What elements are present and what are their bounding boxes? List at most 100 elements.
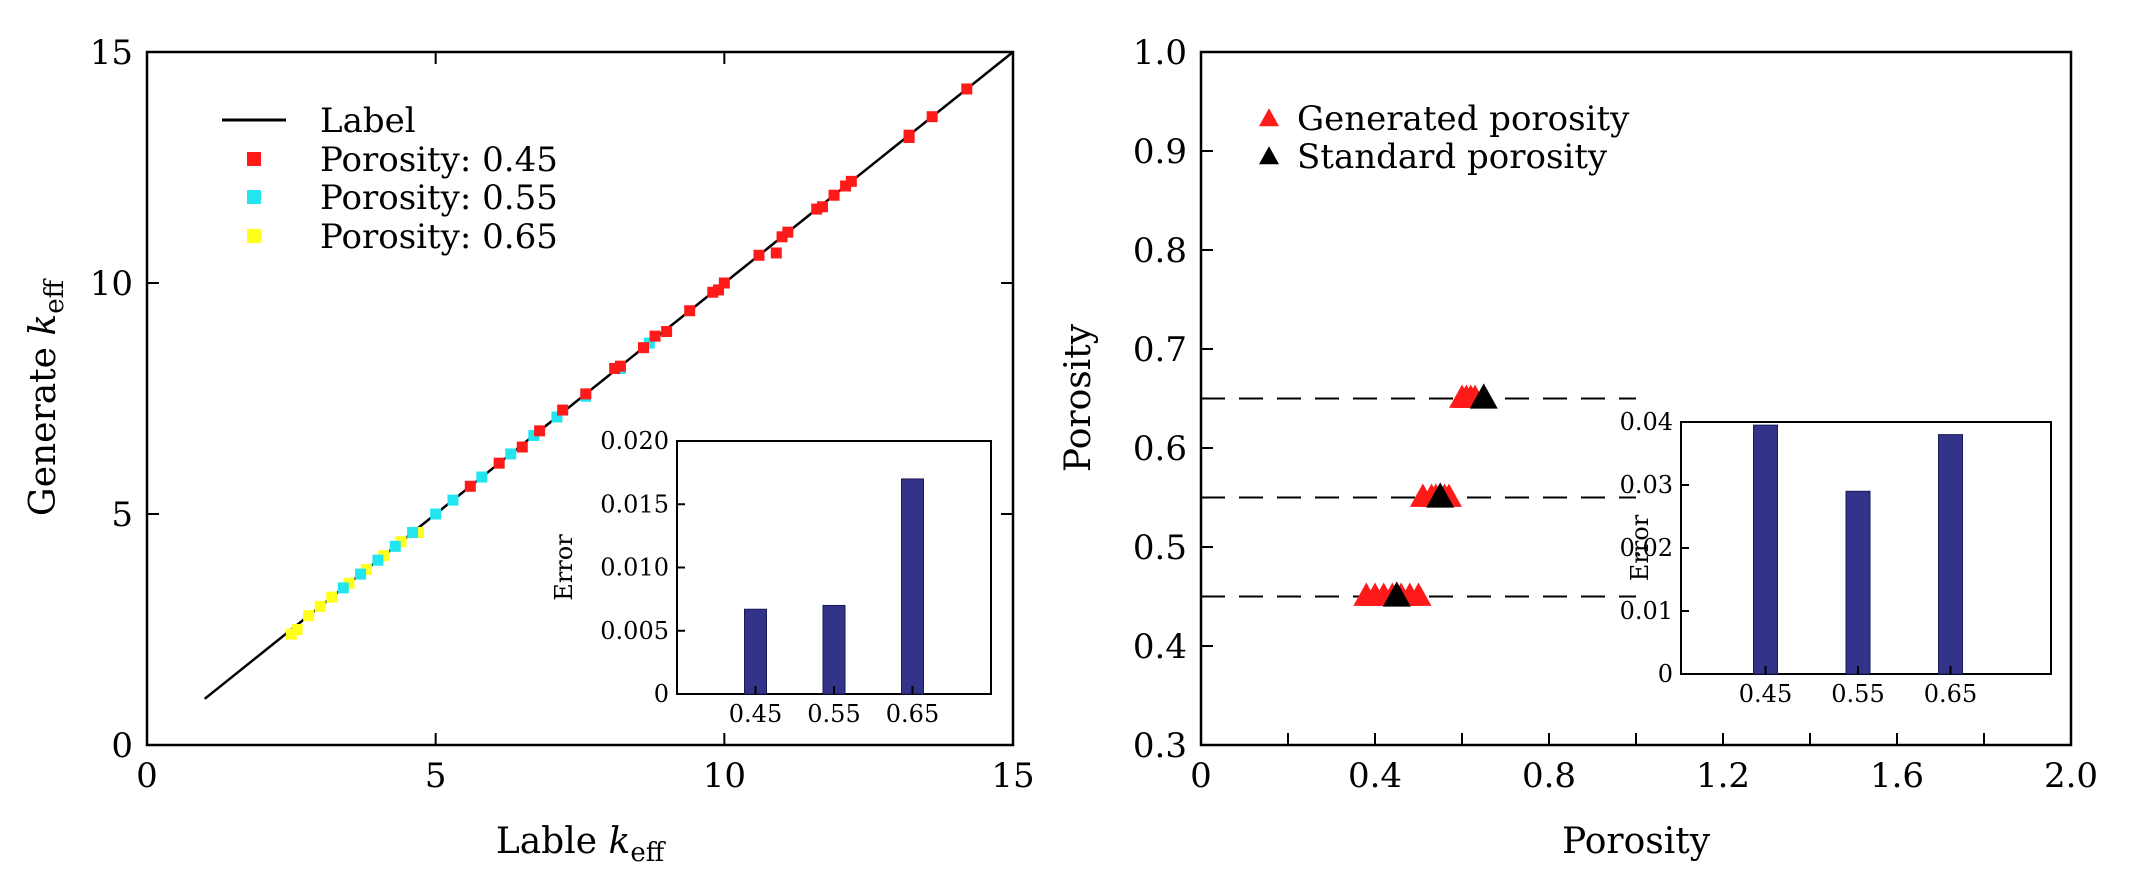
left-marker-055 bbox=[407, 526, 419, 538]
left-marker-045 bbox=[713, 284, 725, 296]
left-marker-065 bbox=[291, 624, 303, 635]
left-marker-045 bbox=[707, 286, 719, 298]
left-marker-065 bbox=[378, 550, 390, 562]
left-marker-045 bbox=[845, 175, 857, 187]
left-marker-045 bbox=[903, 129, 915, 141]
right-xtick-label: 1.2 bbox=[1696, 756, 1750, 796]
left-marker-045 bbox=[770, 247, 782, 259]
left-marker-045 bbox=[753, 249, 765, 261]
legend-marker-swatch bbox=[247, 190, 261, 204]
left-marker-045 bbox=[926, 111, 938, 123]
legend-label-reference: Label bbox=[320, 101, 416, 141]
left-inset-ytick-label: 0.010 bbox=[600, 554, 669, 582]
left-marker-055 bbox=[372, 554, 384, 566]
legend-marker-swatch bbox=[247, 229, 261, 243]
left-marker-055 bbox=[551, 411, 563, 423]
legend-label-series: Porosity: 0.45 bbox=[320, 140, 558, 180]
left-marker-055 bbox=[337, 582, 349, 594]
left-marker-045 bbox=[534, 425, 546, 437]
right-ytick-label: 0.6 bbox=[1133, 429, 1187, 469]
left-marker-045 bbox=[614, 360, 626, 372]
left-marker-055 bbox=[389, 540, 401, 552]
left-marker-045 bbox=[649, 330, 661, 342]
legend-marker-swatch bbox=[247, 152, 261, 166]
legend-label-series: Porosity: 0.55 bbox=[320, 178, 558, 218]
left-ytick-label: 0 bbox=[111, 726, 133, 766]
left-marker-065 bbox=[360, 563, 372, 575]
left-inset-xtick-label: 0.55 bbox=[807, 700, 860, 728]
left-inset-xtick-label: 0.65 bbox=[886, 700, 939, 728]
left-marker-045 bbox=[557, 404, 569, 416]
right-marker-generated bbox=[1405, 582, 1432, 606]
left-marker-045 bbox=[493, 457, 505, 469]
left-inset-bar bbox=[901, 478, 924, 695]
left-xtick-label: 10 bbox=[703, 756, 746, 796]
right-ytick-label: 0.9 bbox=[1133, 132, 1187, 172]
right-inset-ytick-label: 0 bbox=[1658, 660, 1673, 688]
left-marker-055 bbox=[528, 429, 540, 441]
left-inset-xtick-label: 0.45 bbox=[729, 700, 782, 728]
left-marker-055 bbox=[355, 568, 367, 580]
left-marker-065 bbox=[412, 526, 424, 538]
legend-label-series: Porosity: 0.65 bbox=[320, 217, 558, 257]
left-inset-bar bbox=[744, 608, 767, 695]
right-inset-xtick-label: 0.45 bbox=[1739, 680, 1792, 708]
right-panel: 0 0.4 0.8 1.2 1.6 2.0 0.3 0.4 0.5 0.6 0.7 0.8 0.9 1.0… bbox=[1058, 33, 2098, 862]
right-marker-standard bbox=[1426, 482, 1455, 508]
right-inset-bar bbox=[1938, 434, 1963, 675]
left-y-axis-label: Generate keff bbox=[23, 277, 70, 516]
legend-triangle-swatch bbox=[1259, 108, 1279, 127]
left-xtick-label: 15 bbox=[991, 756, 1034, 796]
left-xtick-label: 0 bbox=[136, 756, 158, 796]
left-marker-045 bbox=[580, 388, 592, 400]
left-marker-045 bbox=[816, 201, 828, 213]
legend-label-series: Standard porosity bbox=[1297, 137, 1608, 177]
right-marker-standard bbox=[1382, 581, 1411, 607]
right-xtick-label: 2.0 bbox=[2044, 756, 2098, 796]
right-ytick-label: 0.3 bbox=[1133, 726, 1187, 766]
right-x-axis-label: Porosity bbox=[1562, 821, 1711, 862]
left-marker-065 bbox=[314, 600, 326, 612]
right-inset-bar bbox=[1845, 490, 1871, 675]
right-xtick-label: 0.4 bbox=[1348, 756, 1402, 796]
left-marker-045 bbox=[684, 305, 696, 317]
left-marker-045 bbox=[718, 277, 730, 289]
left-marker-045 bbox=[782, 226, 794, 238]
left-marker-045 bbox=[776, 231, 788, 243]
left-marker-065 bbox=[303, 610, 315, 622]
left-marker-055 bbox=[430, 508, 442, 520]
right-ytick-label: 1.0 bbox=[1133, 33, 1187, 73]
right-marker-standard bbox=[1469, 383, 1498, 409]
right-inset-ytick-label: 0.01 bbox=[1620, 597, 1673, 625]
left-marker-045 bbox=[661, 326, 673, 338]
legend-label-series: Generated porosity bbox=[1297, 99, 1630, 139]
left-marker-065 bbox=[343, 577, 355, 589]
right-inset-ytick-label: 0.04 bbox=[1620, 408, 1673, 436]
left-marker-055 bbox=[505, 448, 517, 460]
left-marker-045 bbox=[840, 180, 852, 192]
left-marker-065 bbox=[326, 591, 338, 603]
left-marker-045 bbox=[961, 83, 973, 95]
right-inset-bar bbox=[1753, 424, 1778, 675]
right-xtick-label: 1.6 bbox=[1870, 756, 1924, 796]
legend-triangle-swatch bbox=[1259, 146, 1279, 165]
left-inset-ytick-label: 0 bbox=[654, 680, 669, 708]
left-marker-055 bbox=[447, 494, 459, 506]
left-xtick-label: 5 bbox=[425, 756, 447, 796]
left-marker-045 bbox=[516, 441, 528, 453]
left-inset-ytick-label: 0.005 bbox=[600, 617, 669, 645]
right-ytick-label: 0.5 bbox=[1133, 528, 1187, 568]
left-marker-045 bbox=[638, 342, 650, 354]
right-inset-xtick-label: 0.65 bbox=[1924, 680, 1977, 708]
left-marker-065 bbox=[285, 628, 297, 640]
right-inset-xtick-label: 0.55 bbox=[1831, 680, 1884, 708]
right-inset-ylabel: Error bbox=[1626, 514, 1654, 581]
right-xtick-label: 0 bbox=[1190, 756, 1212, 796]
right-xtick-label: 0.8 bbox=[1522, 756, 1576, 796]
left-marker-065 bbox=[395, 536, 407, 548]
right-ytick-label: 0.4 bbox=[1133, 627, 1187, 667]
left-marker-055 bbox=[476, 471, 488, 483]
left-marker-045 bbox=[828, 189, 840, 201]
